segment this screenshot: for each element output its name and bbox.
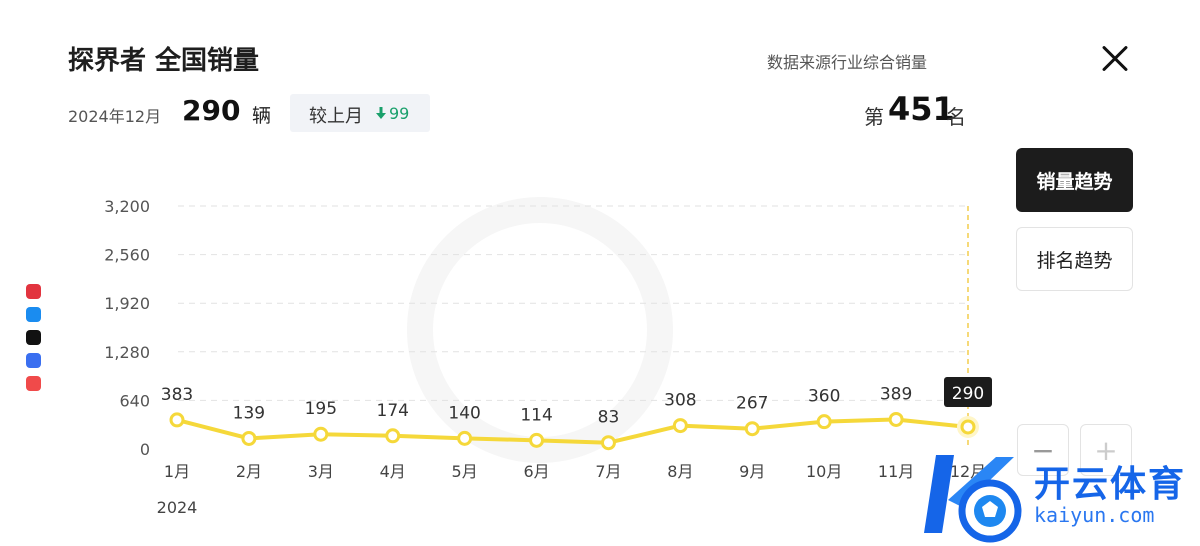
sales-trend-button[interactable]: 销量趋势 xyxy=(1016,148,1133,212)
red-share-icon[interactable] xyxy=(26,376,41,391)
sales-series xyxy=(169,411,979,451)
month-compare-badge: 较上月 99 xyxy=(290,94,430,132)
background-watermark-icon xyxy=(407,197,673,463)
data-source-note: 数据来源行业综合销量 xyxy=(767,53,928,72)
data-point xyxy=(313,426,329,442)
data-label: 174 xyxy=(377,401,409,421)
x-tick-label: 6月 xyxy=(523,462,549,481)
x-tick-label: 9月 xyxy=(739,462,765,481)
compare-label: 较上月 xyxy=(309,106,363,127)
data-label: 383 xyxy=(161,385,193,405)
data-labels: 383 139 195 174 140 114 83 308 267 360 389 xyxy=(161,384,913,427)
data-point xyxy=(529,432,545,448)
y-tick-label: 0 xyxy=(140,440,150,459)
highlight-tooltip: 290 xyxy=(944,376,992,407)
year-label: 2024 xyxy=(157,498,198,517)
x-tick-label: 8月 xyxy=(667,462,693,481)
qq-share-icon[interactable] xyxy=(26,307,41,322)
data-point xyxy=(169,412,185,428)
x-tick-label: 1月 xyxy=(164,462,190,481)
data-point xyxy=(600,435,616,451)
x-tick-label: 2月 xyxy=(236,462,262,481)
chart-grid xyxy=(178,205,968,401)
weibo-share-icon[interactable] xyxy=(26,284,41,299)
x-tick-label: 4月 xyxy=(380,462,406,481)
page-title: 探界者 全国销量 xyxy=(68,46,260,76)
x-tick-label: 5月 xyxy=(452,462,478,481)
rank-trend-button[interactable]: 排名趋势 xyxy=(1016,227,1133,291)
arrow-down-icon xyxy=(376,107,386,119)
x-tick-label: 11月 xyxy=(878,462,914,481)
data-label: 267 xyxy=(736,394,768,414)
data-point xyxy=(241,430,257,446)
x-tick-label: 10月 xyxy=(806,462,842,481)
zoom-in-button[interactable]: + xyxy=(1080,424,1132,476)
data-point xyxy=(457,430,473,446)
y-tick-label: 1,280 xyxy=(104,343,150,362)
y-tick-label: 3,200 xyxy=(104,197,150,216)
sales-unit: 辆 xyxy=(252,105,272,127)
data-label: 308 xyxy=(664,391,696,411)
x-tick-label: 7月 xyxy=(595,462,621,481)
brand-url: kaiyun.com xyxy=(1034,503,1155,527)
data-point xyxy=(385,428,401,444)
y-tick-label: 1,920 xyxy=(104,294,150,313)
y-tick-label: 640 xyxy=(119,391,150,410)
data-point xyxy=(672,418,688,434)
kaiyun-logo-icon xyxy=(924,455,1022,543)
data-point xyxy=(744,421,760,437)
tooltip-value: 290 xyxy=(952,384,984,404)
data-label: 360 xyxy=(808,387,840,407)
data-label: 140 xyxy=(448,403,480,423)
data-label: 114 xyxy=(520,405,552,425)
zoom-out-button[interactable]: − xyxy=(1017,424,1069,476)
data-point xyxy=(888,411,904,427)
data-label: 83 xyxy=(598,408,620,428)
brand-name: 开云体育 xyxy=(1034,464,1187,505)
sales-value: 290 xyxy=(182,94,241,127)
tooltip-box xyxy=(944,376,992,407)
compare-value: 99 xyxy=(389,104,410,123)
douyin-share-icon[interactable] xyxy=(26,330,41,345)
rank-prefix: 第 xyxy=(864,105,884,129)
share-icon-column xyxy=(26,284,41,399)
period-label: 2024年12月 xyxy=(68,107,162,126)
app-share-icon[interactable] xyxy=(26,353,41,368)
data-point xyxy=(960,419,976,435)
watermark-ring xyxy=(407,197,673,463)
rank-value: 451 xyxy=(888,90,955,128)
y-tick-label: 2,560 xyxy=(104,246,150,265)
x-tick-label: 3月 xyxy=(308,462,334,481)
data-label: 195 xyxy=(305,399,337,419)
data-point xyxy=(816,414,832,430)
rank-suffix: 名 xyxy=(946,105,966,129)
brand-watermark: 开云体育 kaiyun.com xyxy=(918,445,1200,546)
series-line xyxy=(175,417,970,445)
data-label: 139 xyxy=(233,403,265,423)
data-label: 389 xyxy=(880,384,912,404)
y-axis: 0 640 1,280 1,920 2,560 3,200 xyxy=(104,197,150,459)
